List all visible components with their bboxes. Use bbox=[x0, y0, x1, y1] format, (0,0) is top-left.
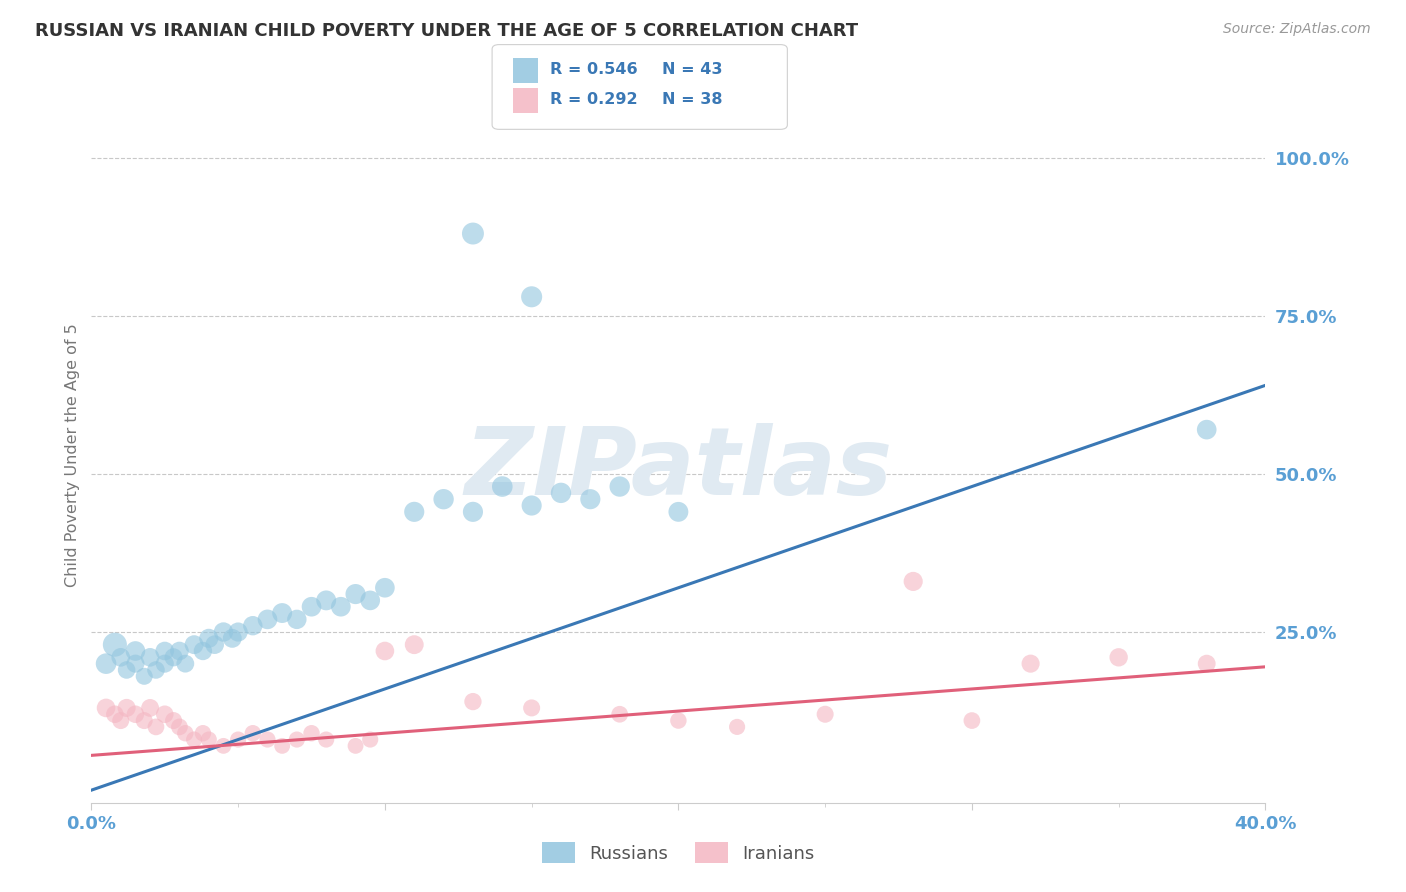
Point bbox=[191, 644, 214, 658]
Point bbox=[162, 714, 184, 728]
Point bbox=[145, 663, 167, 677]
Point bbox=[174, 726, 197, 740]
Point bbox=[520, 701, 543, 715]
Point bbox=[104, 638, 127, 652]
Text: R = 0.292: R = 0.292 bbox=[550, 92, 637, 107]
Point bbox=[115, 701, 138, 715]
Point bbox=[212, 625, 235, 640]
Text: N = 38: N = 38 bbox=[662, 92, 723, 107]
Point bbox=[461, 227, 484, 241]
Point bbox=[169, 720, 191, 734]
Point bbox=[666, 714, 689, 728]
Point bbox=[814, 707, 837, 722]
Point bbox=[110, 650, 132, 665]
Point bbox=[301, 726, 323, 740]
Point bbox=[579, 492, 602, 507]
Point bbox=[174, 657, 197, 671]
Text: N = 43: N = 43 bbox=[662, 62, 723, 77]
Point bbox=[191, 726, 214, 740]
Point bbox=[139, 650, 162, 665]
Point bbox=[212, 739, 235, 753]
Point bbox=[271, 606, 294, 620]
Point bbox=[315, 593, 337, 607]
Point bbox=[183, 732, 205, 747]
Point bbox=[520, 499, 543, 513]
Point bbox=[204, 638, 226, 652]
Point bbox=[145, 720, 167, 734]
Point bbox=[725, 720, 748, 734]
Point bbox=[491, 479, 513, 493]
Point bbox=[344, 587, 367, 601]
Point bbox=[1019, 657, 1042, 671]
Point bbox=[115, 663, 138, 677]
Point bbox=[432, 492, 454, 507]
Point bbox=[226, 625, 249, 640]
Point bbox=[359, 593, 381, 607]
Text: RUSSIAN VS IRANIAN CHILD POVERTY UNDER THE AGE OF 5 CORRELATION CHART: RUSSIAN VS IRANIAN CHILD POVERTY UNDER T… bbox=[35, 22, 858, 40]
Point bbox=[153, 644, 176, 658]
Point bbox=[461, 505, 484, 519]
Point bbox=[315, 732, 337, 747]
Point bbox=[139, 701, 162, 715]
Text: ZIPatlas: ZIPatlas bbox=[464, 423, 893, 515]
Point bbox=[404, 638, 426, 652]
Point bbox=[94, 701, 117, 715]
Point bbox=[374, 644, 396, 658]
Point bbox=[666, 505, 689, 519]
Point bbox=[221, 632, 243, 646]
Point bbox=[1108, 650, 1130, 665]
Point bbox=[301, 599, 323, 614]
Point bbox=[285, 612, 308, 626]
Point bbox=[94, 657, 117, 671]
Point bbox=[271, 739, 294, 753]
Point bbox=[153, 707, 176, 722]
Y-axis label: Child Poverty Under the Age of 5: Child Poverty Under the Age of 5 bbox=[65, 323, 80, 587]
Point bbox=[256, 612, 278, 626]
Point bbox=[609, 479, 631, 493]
Point bbox=[110, 714, 132, 728]
Point bbox=[134, 714, 156, 728]
Point bbox=[124, 707, 146, 722]
Point bbox=[285, 732, 308, 747]
Point bbox=[344, 739, 367, 753]
Point bbox=[461, 695, 484, 709]
Text: R = 0.546: R = 0.546 bbox=[550, 62, 637, 77]
Point bbox=[329, 599, 352, 614]
Point bbox=[1195, 423, 1218, 437]
Point bbox=[404, 505, 426, 519]
Point bbox=[183, 638, 205, 652]
Point bbox=[197, 732, 219, 747]
Point bbox=[960, 714, 983, 728]
Point bbox=[162, 650, 184, 665]
Point bbox=[374, 581, 396, 595]
Point bbox=[242, 726, 264, 740]
Point bbox=[520, 290, 543, 304]
Point bbox=[1195, 657, 1218, 671]
Point bbox=[550, 486, 572, 500]
Point bbox=[169, 644, 191, 658]
Text: Source: ZipAtlas.com: Source: ZipAtlas.com bbox=[1223, 22, 1371, 37]
Point bbox=[197, 632, 219, 646]
Point bbox=[104, 707, 127, 722]
Point bbox=[359, 732, 381, 747]
Point bbox=[242, 618, 264, 632]
Point bbox=[124, 644, 146, 658]
Point bbox=[226, 732, 249, 747]
Point bbox=[903, 574, 925, 589]
Point bbox=[124, 657, 146, 671]
Point bbox=[609, 707, 631, 722]
Legend: Russians, Iranians: Russians, Iranians bbox=[536, 835, 821, 871]
Point bbox=[153, 657, 176, 671]
Point bbox=[134, 669, 156, 683]
Point bbox=[256, 732, 278, 747]
